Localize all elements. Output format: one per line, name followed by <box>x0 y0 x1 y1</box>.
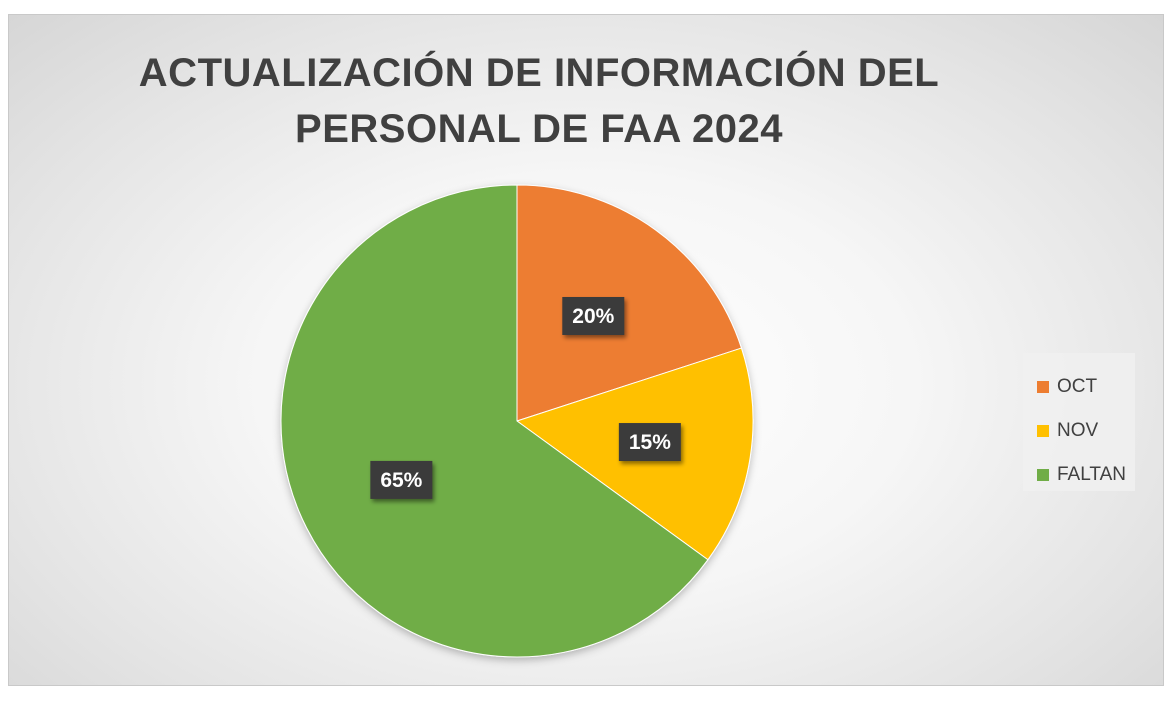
legend-label-faltan: FALTAN <box>1057 464 1126 485</box>
data-label-oct: 20% <box>572 305 614 328</box>
chart-title-line-2: PERSONAL DE FAA 2024 <box>295 107 783 151</box>
legend-item-nov: NOV <box>1037 409 1135 453</box>
legend-item-faltan: FALTAN <box>1037 453 1135 497</box>
legend-item-oct: OCT <box>1037 365 1135 409</box>
legend-swatch-oct <box>1037 381 1049 393</box>
legend-label-oct: OCT <box>1057 376 1098 397</box>
chart-area: ACTUALIZACIÓN DE INFORMACIÓN DEL PERSONA… <box>8 14 1164 686</box>
pie-slice-oct <box>516 184 743 422</box>
legend-swatch-faltan <box>1037 469 1049 481</box>
data-label-nov: 15% <box>629 431 671 454</box>
legend-swatch-nov <box>1037 425 1049 437</box>
legend-label-nov: NOV <box>1057 420 1099 441</box>
data-label-box-oct <box>562 296 625 335</box>
data-label-faltan: 65% <box>380 469 422 492</box>
data-label-box-faltan <box>370 460 433 499</box>
data-label-box-nov <box>618 423 681 462</box>
pie-chart: 20% 15% 65% <box>280 184 754 658</box>
pie-slice-faltan <box>280 184 709 658</box>
chart-legend: OCT NOV FALTAN <box>1023 353 1135 491</box>
chart-title-line-1: ACTUALIZACIÓN DE INFORMACIÓN DEL <box>138 51 940 95</box>
chart-title: ACTUALIZACIÓN DE INFORMACIÓN DEL PERSONA… <box>49 45 1029 157</box>
